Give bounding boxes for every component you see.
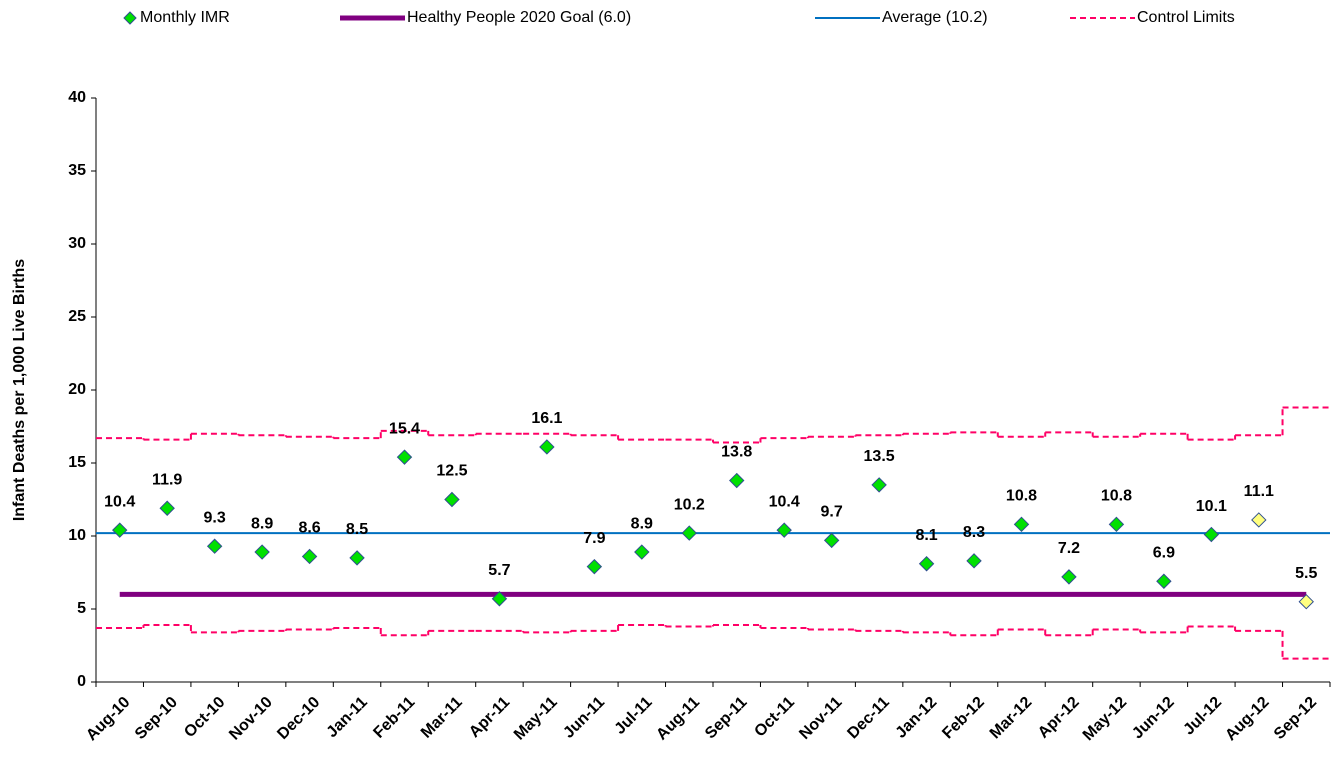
data-label: 10.1 bbox=[1196, 498, 1227, 515]
data-label: 11.1 bbox=[1244, 483, 1274, 500]
data-label: 16.1 bbox=[531, 410, 562, 427]
y-axis-label: Infant Deaths per 1,000 Live Births bbox=[11, 259, 28, 521]
data-point bbox=[539, 439, 555, 455]
data-point bbox=[1298, 593, 1314, 610]
data-point bbox=[301, 548, 318, 565]
data-label: 9.3 bbox=[204, 509, 226, 526]
data-point bbox=[823, 532, 840, 549]
y-tick-label: 30 bbox=[68, 235, 86, 252]
data-point bbox=[871, 477, 887, 493]
legend-label: Monthly IMR bbox=[140, 9, 230, 26]
data-label: 8.6 bbox=[298, 520, 320, 537]
y-tick-label: 20 bbox=[68, 381, 86, 398]
x-tick-label: May-12 bbox=[1080, 694, 1130, 744]
data-label: 11.9 bbox=[152, 471, 182, 488]
x-tick-label: Nov-11 bbox=[796, 694, 845, 743]
data-point bbox=[966, 553, 982, 569]
legend-label: Control Limits bbox=[1137, 9, 1235, 26]
data-point bbox=[681, 525, 697, 541]
data-label: 6.9 bbox=[1153, 544, 1175, 561]
x-tick-label: Dec-10 bbox=[274, 694, 323, 743]
data-label: 7.2 bbox=[1058, 540, 1080, 557]
data-point bbox=[444, 491, 460, 508]
y-tick-label: 15 bbox=[68, 454, 86, 471]
data-point bbox=[254, 544, 270, 560]
data-point bbox=[729, 472, 745, 489]
data-point bbox=[1108, 516, 1125, 533]
data-label: 5.7 bbox=[488, 562, 510, 579]
data-point bbox=[1203, 526, 1220, 543]
x-tick-label: Sep-10 bbox=[132, 694, 181, 743]
data-label: 15.4 bbox=[389, 420, 420, 437]
x-tick-label: Nov-10 bbox=[226, 694, 276, 744]
x-tick-label: Jan-12 bbox=[893, 694, 941, 742]
x-tick-label: Aug-10 bbox=[83, 694, 133, 744]
data-label: 10.2 bbox=[674, 496, 705, 513]
data-label: 13.8 bbox=[721, 444, 752, 461]
data-label: 12.5 bbox=[436, 463, 467, 480]
x-tick-label: Feb-11 bbox=[370, 694, 418, 742]
y-tick-label: 35 bbox=[68, 162, 86, 179]
y-tick-label: 5 bbox=[77, 600, 86, 617]
x-tick-label: Jan-11 bbox=[324, 694, 371, 741]
x-tick-label: Jun-12 bbox=[1129, 694, 1178, 743]
x-tick-label: Sep-11 bbox=[702, 694, 751, 743]
data-point bbox=[586, 558, 603, 575]
data-point bbox=[918, 556, 935, 572]
data-point bbox=[349, 550, 365, 566]
legend-label: Healthy People 2020 Goal (6.0) bbox=[407, 9, 631, 26]
data-label: 8.9 bbox=[631, 515, 653, 532]
data-label: 9.7 bbox=[821, 504, 843, 521]
x-tick-label: Aug-12 bbox=[1222, 694, 1272, 744]
data-label: 8.5 bbox=[346, 521, 368, 538]
data-point bbox=[112, 522, 128, 538]
data-point bbox=[634, 544, 650, 560]
x-tick-label: Mar-12 bbox=[987, 694, 1036, 743]
data-label: 10.8 bbox=[1101, 488, 1132, 505]
legend-marker bbox=[123, 11, 137, 25]
data-point bbox=[1251, 512, 1267, 528]
data-label: 10.8 bbox=[1006, 488, 1037, 505]
y-tick-label: 0 bbox=[77, 673, 86, 690]
data-point bbox=[1013, 516, 1030, 533]
data-point bbox=[159, 500, 175, 516]
x-tick-label: Apr-11 bbox=[466, 694, 513, 741]
data-point bbox=[206, 538, 223, 554]
data-point bbox=[1156, 573, 1172, 589]
x-tick-label: May-11 bbox=[511, 694, 561, 744]
data-point bbox=[1061, 569, 1077, 585]
x-tick-label: Oct-10 bbox=[181, 694, 228, 741]
y-tick-label: 40 bbox=[68, 89, 86, 106]
data-point bbox=[776, 522, 792, 538]
data-label: 13.5 bbox=[864, 448, 895, 465]
data-label: 8.9 bbox=[251, 515, 273, 532]
data-label: 10.4 bbox=[104, 493, 135, 510]
x-tick-label: Feb-12 bbox=[939, 694, 988, 743]
x-tick-label: Dec-11 bbox=[844, 694, 893, 743]
x-tick-label: Sep-12 bbox=[1271, 694, 1320, 743]
data-label: 5.5 bbox=[1295, 565, 1317, 582]
data-label: 7.9 bbox=[583, 530, 605, 547]
x-tick-label: Aug-11 bbox=[653, 694, 703, 744]
x-tick-label: Jul-12 bbox=[1180, 694, 1225, 739]
data-label: 8.3 bbox=[963, 524, 985, 541]
data-point bbox=[491, 591, 508, 607]
y-tick-label: 10 bbox=[68, 527, 86, 544]
x-tick-label: Mar-11 bbox=[418, 694, 466, 742]
x-tick-label: Apr-12 bbox=[1035, 694, 1083, 742]
y-tick-label: 25 bbox=[68, 308, 86, 325]
x-tick-label: Jul-11 bbox=[612, 694, 656, 738]
x-tick-label: Oct-11 bbox=[751, 694, 798, 741]
legend-label: Average (10.2) bbox=[882, 9, 988, 26]
data-label: 10.4 bbox=[769, 493, 800, 510]
data-label: 8.1 bbox=[915, 527, 937, 544]
data-point bbox=[396, 449, 413, 465]
x-tick-label: Jun-11 bbox=[560, 694, 608, 742]
